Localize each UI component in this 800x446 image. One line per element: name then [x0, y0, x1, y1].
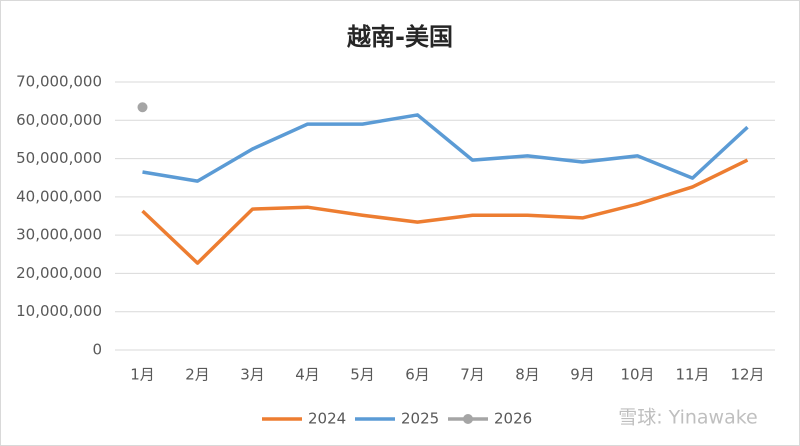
legend-marker — [463, 414, 473, 424]
x-tick-label: 11月 — [675, 366, 709, 384]
x-tick-label: 9月 — [570, 366, 595, 384]
x-tick-label: 3月 — [240, 366, 265, 384]
x-tick-label: 12月 — [730, 366, 764, 384]
x-tick-label: 5月 — [350, 366, 375, 384]
x-tick-label: 4月 — [295, 366, 320, 384]
legend-label: 2025 — [401, 410, 439, 428]
x-tick-label: 1月 — [130, 366, 155, 384]
y-tick-label: 50,000,000 — [16, 149, 102, 167]
x-tick-label: 10月 — [620, 366, 654, 384]
legend-label: 2026 — [494, 410, 532, 428]
series-line — [142, 113, 749, 183]
watermark: 雪球: Yinawake — [618, 407, 758, 429]
y-tick-label: 30,000,000 — [16, 226, 102, 244]
y-tick-label: 0 — [92, 341, 102, 359]
y-tick-label: 60,000,000 — [16, 111, 102, 129]
y-tick-label: 40,000,000 — [16, 187, 102, 205]
chart-title: 越南-美国 — [347, 23, 453, 51]
x-tick-label: 2月 — [185, 366, 210, 384]
series-marker — [137, 102, 148, 113]
series-line — [141, 158, 749, 265]
x-tick-label: 6月 — [405, 366, 430, 384]
y-tick-label: 20,000,000 — [16, 264, 102, 282]
x-tick-label: 7月 — [460, 366, 485, 384]
y-tick-label: 70,000,000 — [16, 73, 102, 91]
y-tick-label: 10,000,000 — [16, 302, 102, 320]
x-tick-label: 8月 — [515, 366, 540, 384]
legend-label: 2024 — [308, 410, 346, 428]
